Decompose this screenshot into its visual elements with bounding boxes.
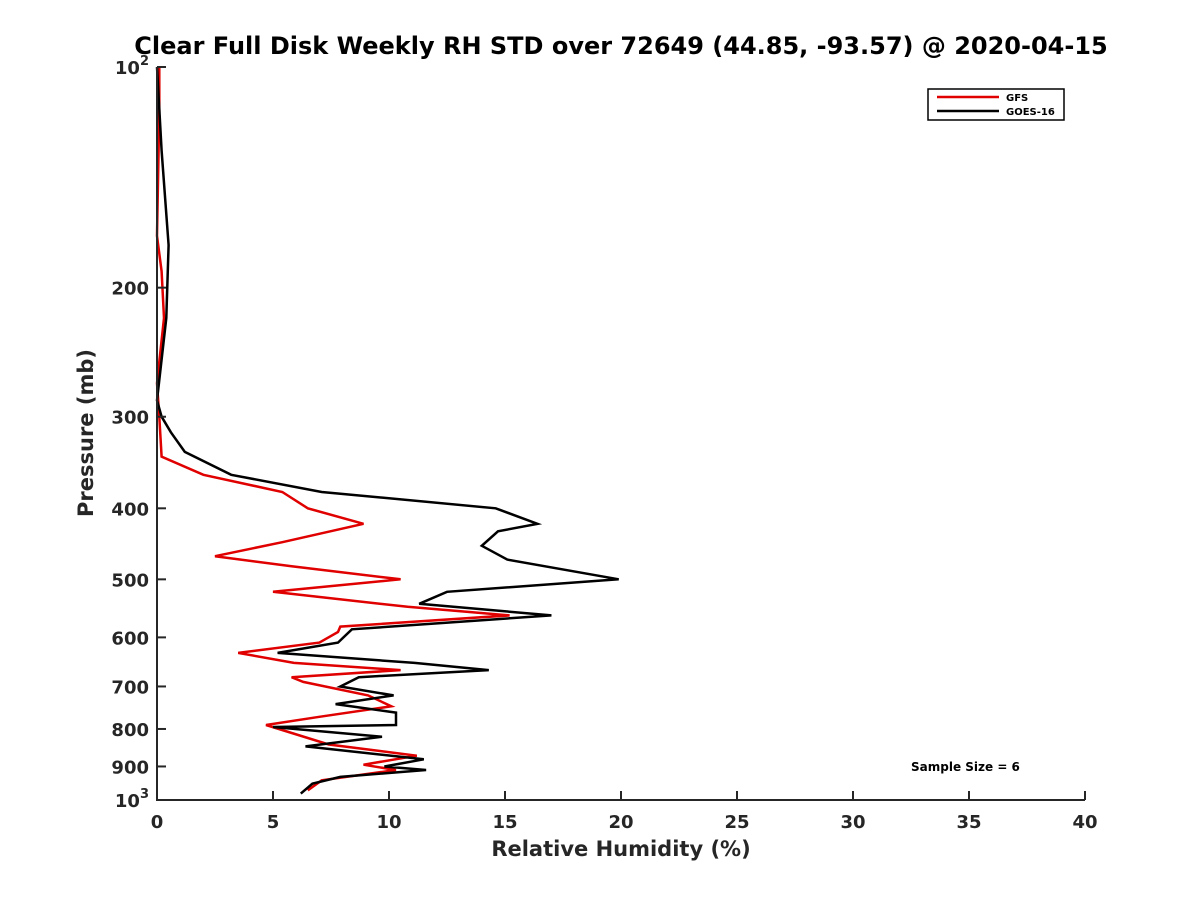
x-tick-label: 25 [724,812,749,833]
x-tick-label: 20 [608,812,633,833]
x-tick-label: 30 [840,812,865,833]
y-tick-label: 500 [111,570,149,591]
chart-title: Clear Full Disk Weekly RH STD over 72649… [134,32,1107,60]
axes-lines [156,67,1085,801]
x-axis-ticks: 0 5 10 15 20 25 30 35 40 [151,791,1098,833]
y-tick-label: 600 [111,628,149,649]
y-tick-label: 103 [115,787,149,812]
x-axis-label: Relative Humidity (%) [491,837,750,861]
plot-area: 0 5 10 15 20 25 30 35 40 102 200 300 400 500 600 700 80… [111,54,1097,833]
y-tick-label: 700 [111,677,149,698]
legend: GFS GOES-16 [927,88,1065,121]
y-axis-label: Pressure (mb) [74,349,98,517]
y-tick-label: 800 [111,720,149,741]
sample-size-annotation: Sample Size = 6 [911,760,1020,774]
y-tick-label: 102 [115,54,149,79]
x-tick-label: 40 [1072,812,1097,833]
series-line-goes16 [155,66,619,795]
x-tick-label: 0 [151,812,164,833]
legend-label-gfs: GFS [1006,93,1028,104]
y-tick-label: 900 [111,757,149,778]
y-axis-ticks: 102 200 300 400 500 600 700 800 900 103 [111,54,166,812]
legend-box [927,88,1065,121]
series-line-gfs [155,67,510,792]
series-layer [155,66,619,795]
x-tick-label: 5 [267,812,280,833]
legend-label-goes16: GOES-16 [1006,107,1055,118]
y-tick-label: 300 [111,408,149,429]
x-tick-label: 35 [956,812,981,833]
x-tick-label: 10 [376,812,401,833]
x-tick-label: 15 [492,812,517,833]
y-tick-label: 200 [111,279,149,300]
y-tick-label: 400 [111,499,149,520]
